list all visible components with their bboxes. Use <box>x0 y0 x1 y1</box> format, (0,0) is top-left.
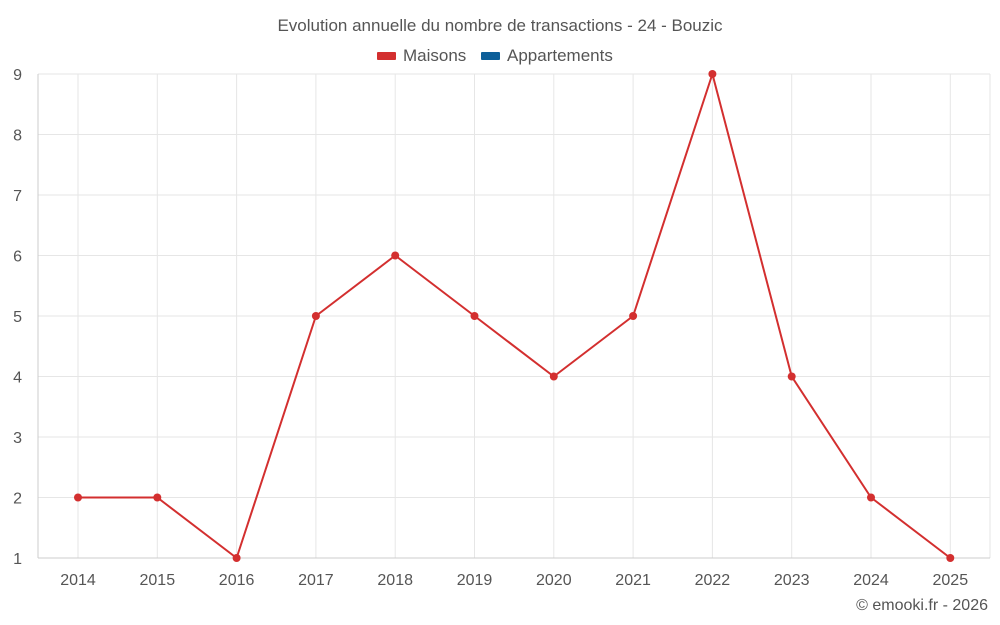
x-tick-label: 2015 <box>140 572 176 589</box>
x-tick-label: 2019 <box>457 572 493 589</box>
x-tick-label: 2020 <box>536 572 572 589</box>
series-group <box>74 70 955 562</box>
y-tick-label: 9 <box>13 67 22 84</box>
legend-swatch-maisons <box>377 52 396 60</box>
series-line-maisons <box>78 73 951 559</box>
data-point-maisons[interactable] <box>629 312 638 320</box>
y-tick-label: 7 <box>13 188 22 205</box>
chart-title: Evolution annuelle du nombre de transact… <box>277 16 723 35</box>
data-point-maisons[interactable] <box>867 493 875 502</box>
x-tick-label: 2022 <box>695 572 731 589</box>
x-tick-label: 2017 <box>298 572 334 589</box>
data-point-maisons[interactable] <box>153 493 162 502</box>
y-tick-label: 2 <box>13 491 22 508</box>
data-point-maisons[interactable] <box>391 251 400 260</box>
x-tick-label: 2024 <box>853 572 889 589</box>
x-tick-label: 2014 <box>60 572 96 589</box>
y-axis-ticks: 1 2 3 4 5 6 7 8 9 <box>13 67 22 568</box>
x-tick-label: 2021 <box>615 572 651 589</box>
x-tick-label: 2025 <box>933 572 969 589</box>
legend: Maisons Appartements <box>377 46 613 65</box>
y-tick-label: 6 <box>13 249 22 266</box>
data-point-maisons[interactable] <box>549 372 558 381</box>
legend-label-appartements: Appartements <box>507 46 613 65</box>
x-tick-label: 2023 <box>774 572 810 589</box>
y-tick-label: 8 <box>13 128 22 145</box>
data-point-maisons[interactable] <box>470 312 479 320</box>
credit-text: © emooki.fr - 2026 <box>856 597 988 614</box>
legend-label-maisons: Maisons <box>403 46 466 65</box>
legend-item-maisons[interactable]: Maisons <box>377 46 466 65</box>
data-point-maisons[interactable] <box>787 372 796 381</box>
data-point-maisons[interactable] <box>74 493 82 502</box>
legend-swatch-appartements <box>481 52 500 60</box>
y-tick-label: 3 <box>13 430 22 447</box>
data-point-maisons[interactable] <box>311 312 320 320</box>
x-tick-label: 2018 <box>377 572 413 589</box>
axes <box>37 74 990 559</box>
grid <box>38 73 991 558</box>
data-point-maisons[interactable] <box>232 554 241 562</box>
y-tick-label: 1 <box>13 551 22 568</box>
y-tick-label: 4 <box>13 370 22 387</box>
y-tick-label: 5 <box>13 309 22 326</box>
data-point-maisons[interactable] <box>708 70 717 78</box>
legend-item-appartements[interactable]: Appartements <box>481 46 613 65</box>
data-point-maisons[interactable] <box>946 554 955 562</box>
x-tick-label: 2016 <box>219 572 255 589</box>
x-axis-ticks: 2014 2015 2016 2017 2018 2019 2020 2021 2022 2023… <box>60 572 968 589</box>
